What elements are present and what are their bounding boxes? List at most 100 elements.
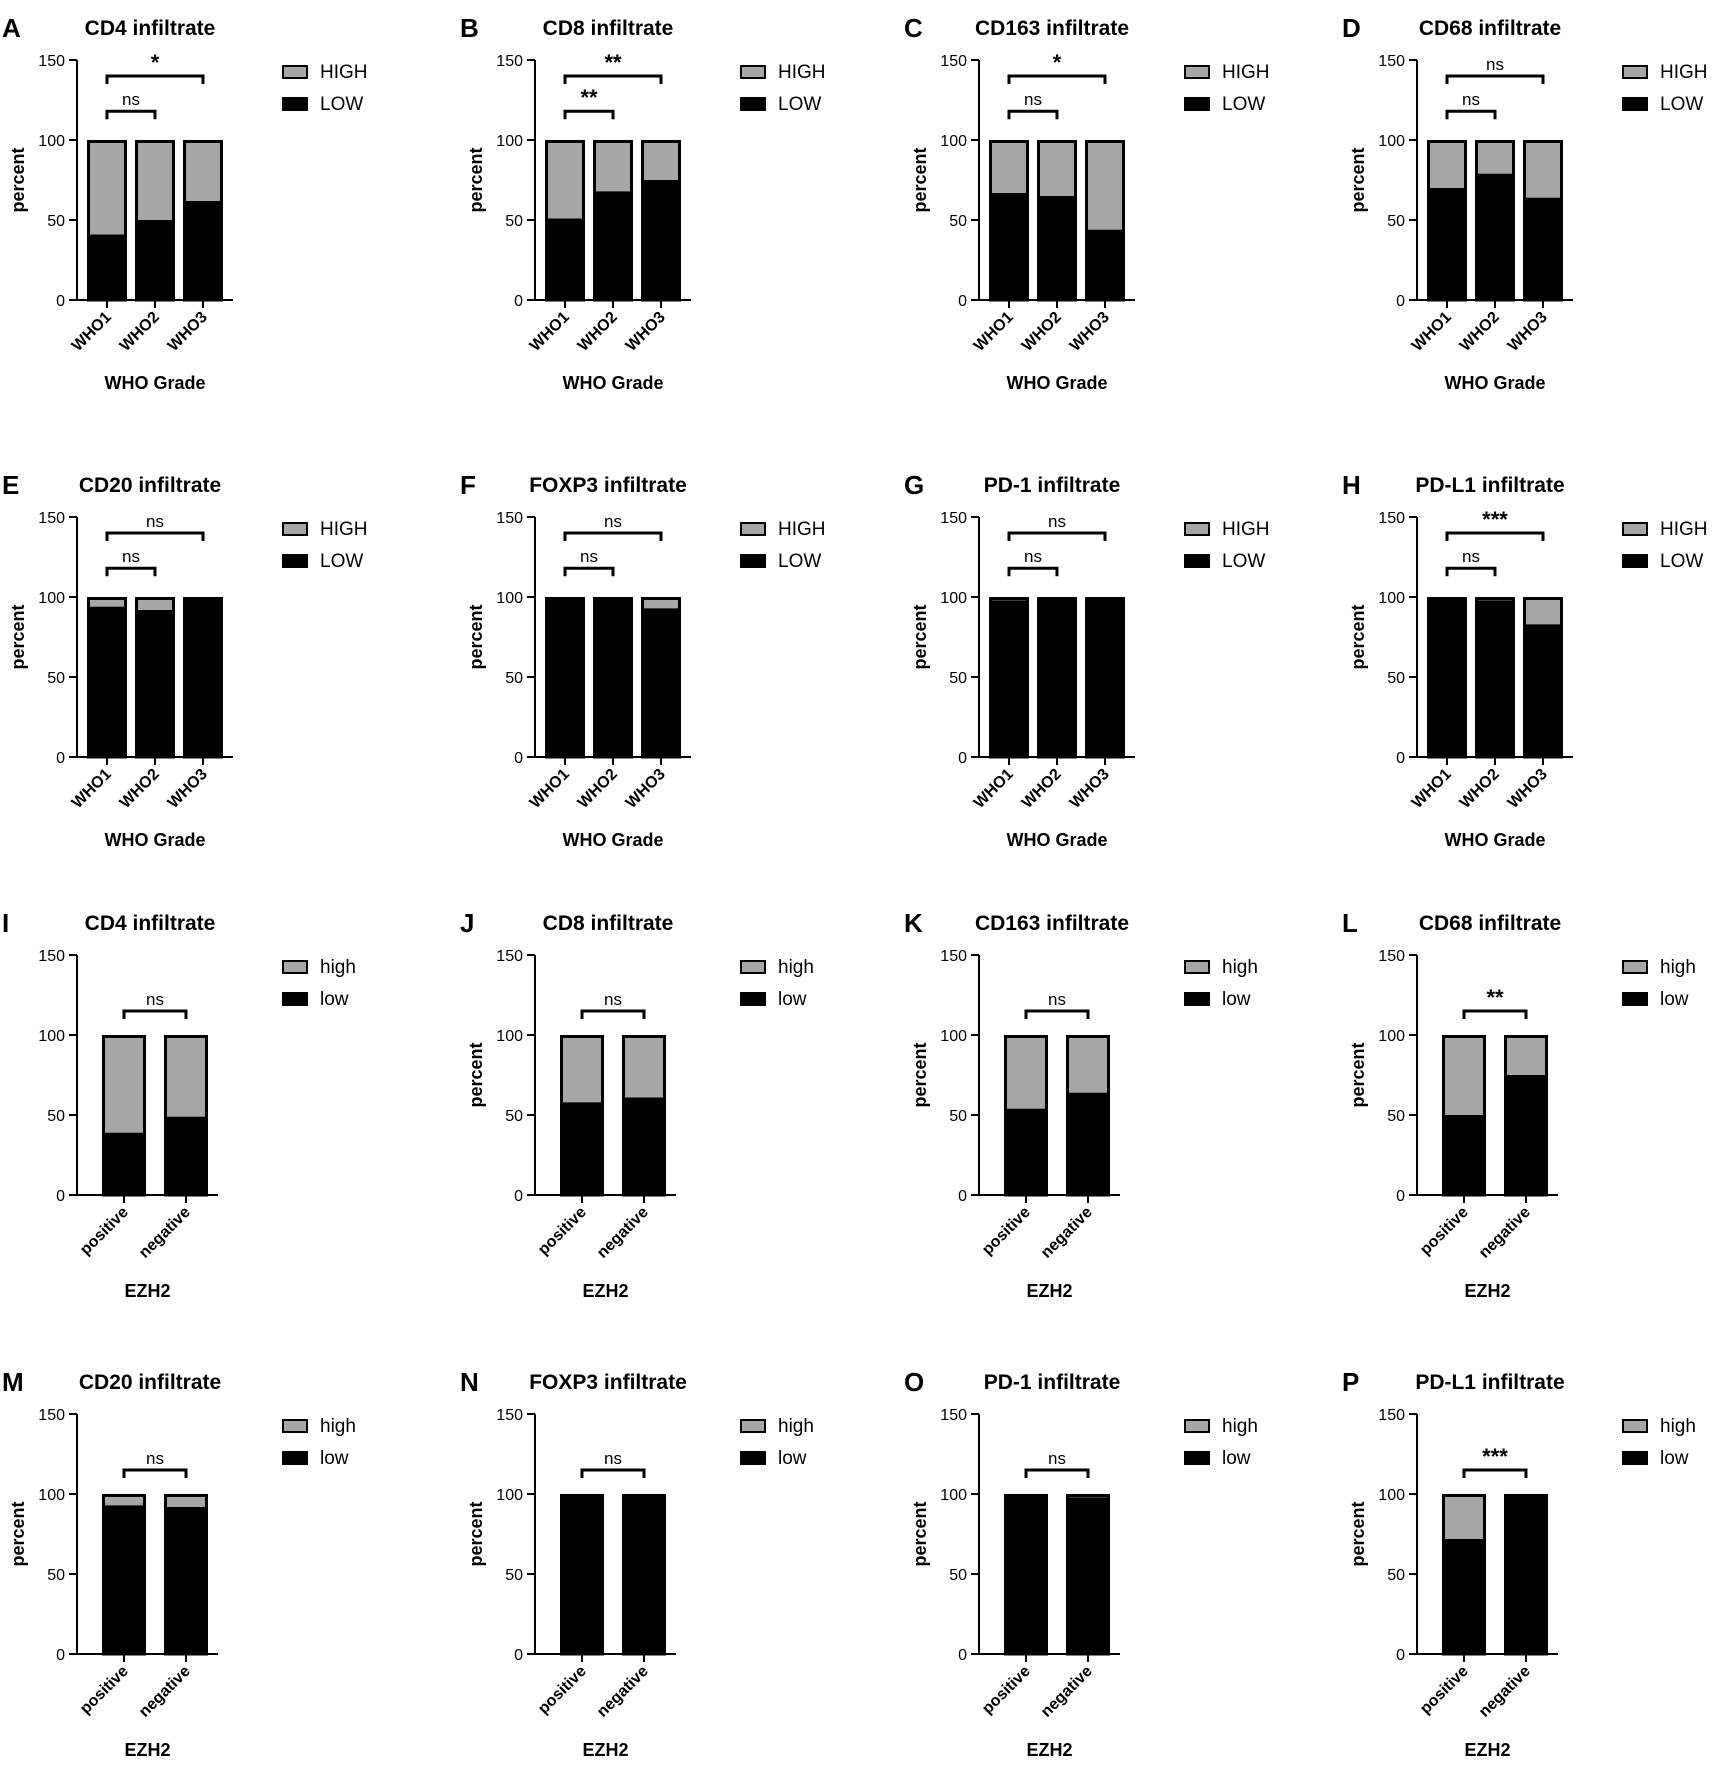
legend-label: HIGH [1222,519,1270,540]
legend-swatch-low [1184,97,1210,111]
legend-label: high [778,957,814,978]
x-axis-label: WHO Grade [104,830,205,850]
significance-label: ns [146,512,164,531]
significance-label: ** [604,50,622,75]
legend-swatch-high [1622,522,1648,536]
y-axis-label: percent [466,1042,486,1107]
bar-low-j-1 [622,1097,666,1195]
bar-high-a-2 [183,140,223,201]
y-axis-label: percent [1348,1501,1368,1566]
significance-bracket [580,1468,646,1478]
x-axis-label: EZH2 [1026,1281,1072,1301]
y-tick-label: 150 [940,510,967,527]
chart-title: CD4 infiltrate [85,912,216,935]
significance-bracket [105,74,205,84]
y-tick-label: 100 [940,1028,967,1045]
significance-label: ** [1486,985,1504,1010]
y-tick-label: 50 [47,213,65,230]
legend-swatch-low [740,1451,766,1465]
y-tick-label: 50 [949,213,967,230]
bar-high-e-0 [87,597,127,607]
panel-m: M CD20 infiltrate 0 50 100 150 percent positive… [2,1367,356,1760]
legend-swatch-low [282,97,308,111]
bar-low-g-2 [1085,597,1125,757]
panel-letter: G [904,470,924,500]
legend-swatch-low [1622,97,1648,111]
y-tick-label: 50 [505,1567,523,1584]
panel-letter: B [460,13,479,43]
y-tick-label: 50 [1387,213,1405,230]
legend-label: low [320,1448,349,1469]
panel-letter: D [1342,13,1361,43]
legend-swatch-high [740,960,766,974]
x-tick-label: WHO2 [1019,766,1065,812]
x-tick-label: negative [136,1663,194,1721]
bar-low-p-1 [1504,1494,1548,1654]
panel-g: G PD-1 infiltrate 0 50 100 150 percent WHO1 WHO2… [904,470,1270,850]
y-tick-label: 150 [940,1407,967,1424]
panel-k: K CD163 infiltrate 0 50 100 150 percent positiv… [904,908,1258,1301]
chart-title: CD8 infiltrate [543,912,674,935]
legend-label: LOW [778,551,821,572]
x-tick-label: positive [979,1204,1034,1259]
legend-label: high [320,1416,356,1437]
legend-label: LOW [778,94,821,115]
significance-bracket [1007,74,1107,84]
y-tick-label: 50 [505,670,523,687]
significance-bracket [1007,109,1059,120]
significance-bracket [1024,1009,1090,1019]
y-tick-label: 150 [496,948,523,965]
y-tick-label: 0 [958,1647,967,1664]
y-tick-label: 100 [38,590,65,607]
y-tick-label: 0 [514,1188,523,1205]
chart-title: PD-1 infiltrate [984,1371,1121,1394]
bar-low-c-0 [989,192,1029,300]
legend-swatch-low [740,992,766,1006]
y-tick-label: 0 [56,293,65,310]
y-tick-label: 0 [1396,1647,1405,1664]
bar-high-k-1 [1066,1035,1110,1093]
bar-low-o-0 [1004,1494,1048,1654]
legend-swatch-high [282,1419,308,1433]
bar-high-j-1 [622,1035,666,1098]
legend-label: LOW [320,551,363,572]
bar-low-l-0 [1442,1115,1486,1195]
x-tick-label: positive [1417,1204,1472,1259]
bar-low-k-0 [1004,1108,1048,1195]
bar-high-c-2 [1085,140,1125,230]
y-tick-label: 50 [1387,1108,1405,1125]
significance-bracket [1007,531,1107,541]
y-axis-label: percent [1348,604,1368,669]
panel-letter: A [2,13,21,43]
significance-bracket [563,531,663,541]
x-tick-label: positive [77,1663,132,1718]
x-tick-label: WHO3 [165,309,211,355]
y-tick-label: 50 [1387,670,1405,687]
bar-low-h-1 [1475,600,1515,757]
x-axis-label: WHO Grade [562,830,663,850]
significance-bracket [1462,1009,1528,1019]
legend-label: HIGH [778,62,826,83]
x-tick-label: positive [535,1663,590,1718]
bar-low-h-0 [1427,597,1467,757]
y-tick-label: 150 [1378,1407,1405,1424]
legend-swatch-high [1622,1419,1648,1433]
y-axis-label: percent [910,147,930,212]
legend-label: LOW [1222,551,1265,572]
y-tick-label: 100 [38,1487,65,1504]
legend-label: LOW [320,94,363,115]
bar-high-f-2 [641,597,681,609]
bar-high-d-0 [1427,140,1467,188]
bar-high-i-1 [164,1035,208,1117]
y-tick-label: 0 [56,1647,65,1664]
significance-label: ns [122,90,140,109]
x-tick-label: positive [979,1663,1034,1718]
panel-letter: C [904,13,923,43]
panel-letter: I [2,908,9,938]
x-tick-label: WHO1 [1409,309,1455,355]
significance-bracket [1445,74,1545,84]
legend-swatch-high [740,1419,766,1433]
